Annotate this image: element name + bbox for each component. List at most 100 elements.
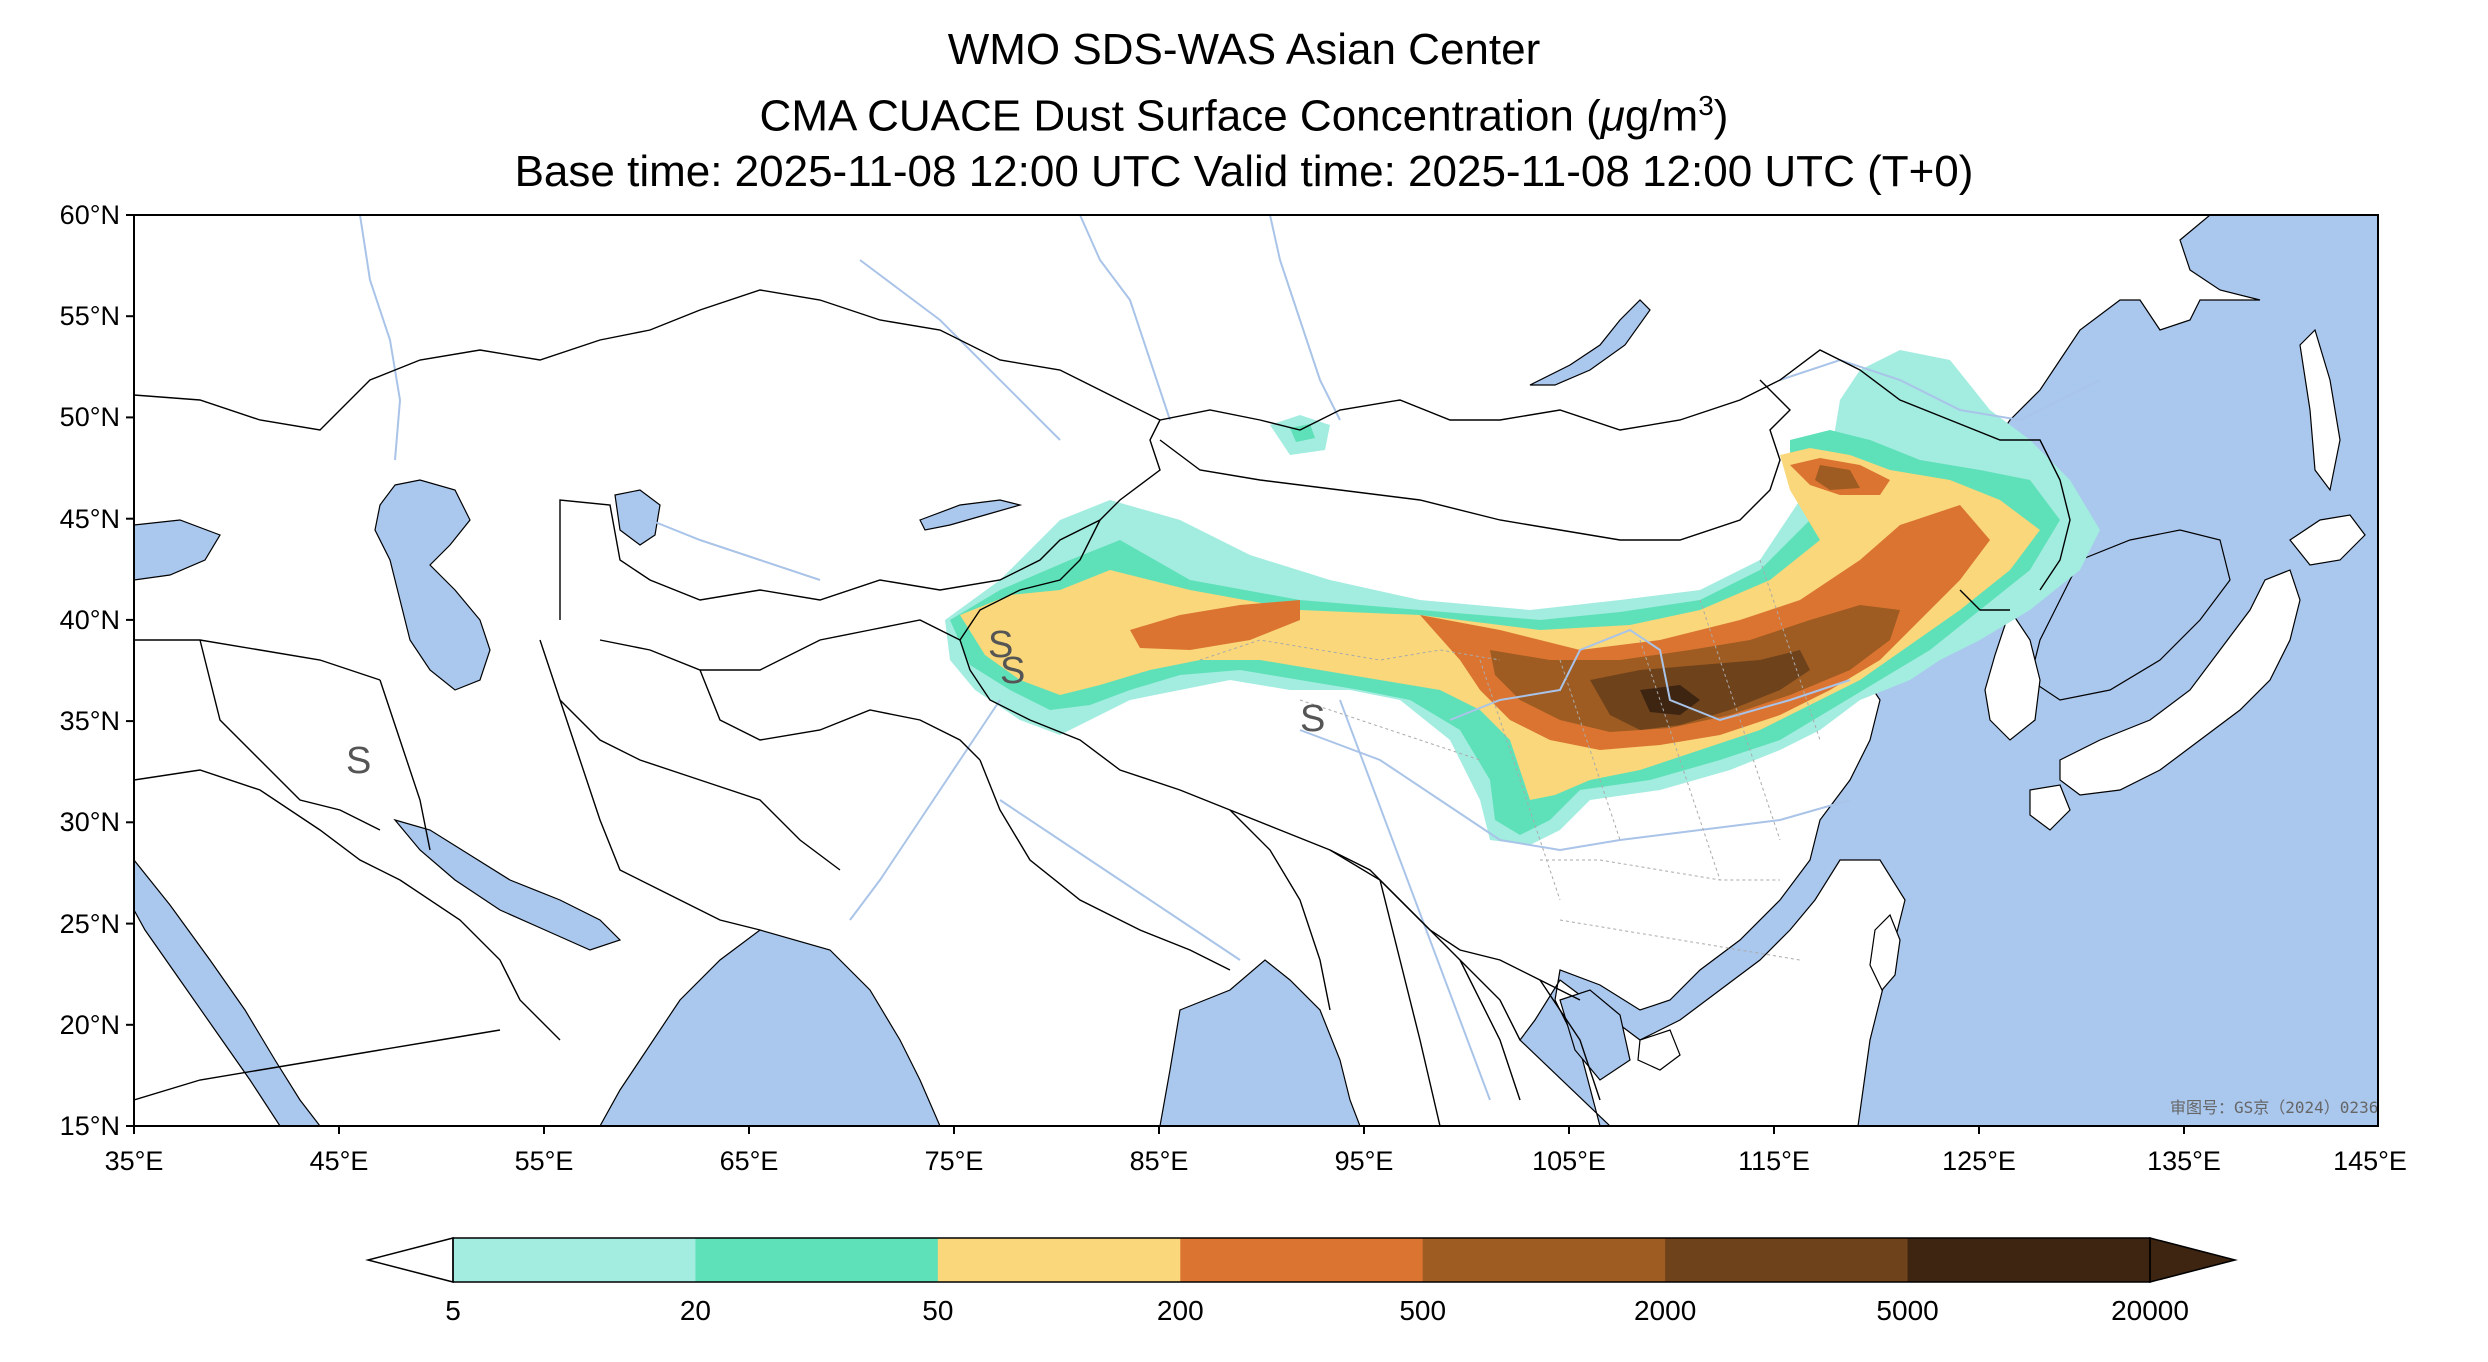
lon-tick-label: 135°E [2147, 1146, 2221, 1176]
borders-layer [134, 289, 2071, 1126]
bay-of-bengal [1159, 959, 1361, 1126]
lat-tick-label: 45°N [60, 504, 120, 534]
lat-tick-labels: 60°N 55°N 50°N 45°N 40°N 35°N 30°N 25°N … [60, 200, 120, 1141]
aral-sea [614, 489, 661, 546]
colorbar-cell [1907, 1238, 2151, 1282]
title-line-3: Base time: 2025-11-08 12:00 UTC Valid ti… [514, 147, 1974, 196]
black-sea [134, 519, 221, 581]
lon-tick-label: 95°E [1335, 1146, 1394, 1176]
colorbar-cells [453, 1238, 2151, 1282]
colorbar-level-label: 20 [680, 1295, 711, 1326]
arabian-sea [599, 929, 941, 1126]
lat-axis [126, 214, 134, 1127]
russia-south-border [134, 289, 2071, 591]
korea-border [1959, 589, 2010, 611]
islands-layer [1637, 328, 2366, 1071]
lat-tick-label: 15°N [60, 1111, 120, 1141]
india-borders [979, 759, 1521, 1041]
lon-tick-label: 105°E [1532, 1146, 1606, 1176]
lat-tick-label: 20°N [60, 1010, 120, 1040]
japan-honshu [2059, 569, 2301, 796]
dust-storm-symbols: S S S S [346, 624, 1325, 782]
lat-tick-label: 55°N [60, 301, 120, 331]
caspian-sea [374, 479, 491, 691]
approval-stamp: 审图号：GS京（2024）0236号 [2170, 1098, 2394, 1117]
pacific-ocean [1519, 215, 2378, 1126]
lon-tick-label: 85°E [1130, 1146, 1189, 1176]
taiwan [1869, 913, 1901, 992]
colorbar-cell [453, 1238, 696, 1282]
lon-tick-label: 65°E [720, 1146, 779, 1176]
korea-peninsula [1984, 608, 2041, 741]
ocean-layer [134, 215, 2378, 1126]
lat-tick-label: 30°N [60, 807, 120, 837]
dust-storm-symbol: S [1000, 650, 1025, 692]
japan-kyushu [2029, 784, 2071, 831]
lon-tick-label: 55°E [515, 1146, 574, 1176]
southeast-asia-borders [1379, 879, 1601, 1126]
lat-tick-label: 35°N [60, 706, 120, 736]
lon-tick-label: 115°E [1738, 1146, 1810, 1176]
mekong-river [1339, 699, 1491, 1101]
iran-border [379, 679, 761, 931]
colorbar-level-label: 5 [445, 1295, 461, 1326]
sakhalin [2299, 328, 2341, 492]
kazakhstan-border [559, 419, 1161, 620]
middle-east-borders [134, 639, 561, 1101]
colorbar-level-label: 500 [1399, 1295, 1446, 1326]
dust-contours [945, 350, 2100, 845]
china-west-border [959, 519, 1581, 1001]
colorbar-cell [1180, 1238, 1424, 1282]
province-lines [1199, 559, 1821, 961]
lon-tick-label: 75°E [925, 1146, 984, 1176]
colorbar-level-label: 50 [922, 1295, 953, 1326]
yangtze-river [1299, 729, 1851, 852]
colorbar-level-label: 200 [1157, 1295, 1204, 1326]
map-panel: S S S S 审图号：GS京（2024）0236号 [134, 215, 2394, 1126]
syr-darya-river [649, 519, 821, 581]
lon-tick-label: 35°E [105, 1146, 164, 1176]
volga-river [359, 215, 402, 461]
ganges-river [999, 799, 1241, 961]
lon-tick-label: 45°E [310, 1146, 369, 1176]
hainan [1637, 1029, 1681, 1071]
dust-storm-symbol: S [1300, 698, 1325, 740]
lon-tick-label: 125°E [1942, 1146, 2016, 1176]
central-asia-borders [539, 619, 981, 871]
yellow-river [1449, 628, 1851, 722]
red-sea [134, 859, 321, 1126]
colorbar-cell [1422, 1238, 1666, 1282]
title-line-2: CMA CUACE Dust Surface Concentration (μg… [759, 90, 1729, 141]
colorbar-cell [937, 1238, 1181, 1282]
gulf-of-tonkin [1559, 989, 1631, 1081]
sea-of-japan [2029, 529, 2231, 701]
province-layer [1199, 559, 1821, 961]
dust-storm-symbol: S [346, 740, 371, 782]
lake-balkhash [919, 499, 1023, 531]
lat-tick-label: 40°N [60, 605, 120, 635]
colorbar-extend-low [365, 1237, 454, 1283]
colorbar-level-label: 2000 [1634, 1295, 1696, 1326]
colorbar-level-label: 20000 [2111, 1295, 2189, 1326]
lat-tick-label: 25°N [60, 909, 120, 939]
yenisei-river [1269, 215, 1341, 421]
colorbar-extend-high [2149, 1237, 2238, 1283]
lon-axis [133, 1126, 2185, 1134]
colorbar-level-label: 5000 [1876, 1295, 1938, 1326]
lat-tick-label: 50°N [60, 402, 120, 432]
colorbar: 5 20 50 200 500 2000 5000 20000 [365, 1237, 2238, 1326]
indus-river [849, 699, 1001, 921]
map-frame [133, 214, 2379, 1127]
china-mongolia-border [1159, 379, 1791, 541]
title-line-1: WMO SDS-WAS Asian Center [947, 25, 1541, 74]
persian-gulf [393, 818, 622, 951]
dust-level-2000 [1590, 650, 1810, 730]
lon-tick-labels: 35°E 45°E 55°E 65°E 75°E 85°E 95°E 105°E… [105, 1146, 2407, 1176]
ob-river [1079, 215, 1171, 421]
colorbar-outline [452, 1237, 2151, 1283]
lon-tick-label: 145°E [2333, 1146, 2407, 1176]
colorbar-cell [695, 1238, 939, 1282]
dust-storm-symbol: S [988, 624, 1013, 666]
lake-baikal [1529, 299, 1651, 386]
colorbar-labels: 5 20 50 200 500 2000 5000 20000 [445, 1295, 2189, 1326]
